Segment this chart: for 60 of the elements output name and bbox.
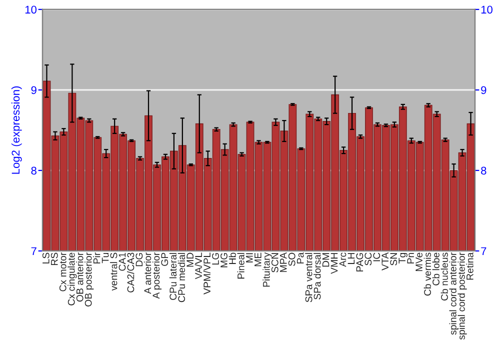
x-tick-label: Pir <box>93 252 100 264</box>
x-tick-label: PAG <box>356 253 364 272</box>
x-tick-label: A anterior <box>144 252 152 294</box>
x-tick-label: Pa <box>296 252 304 264</box>
x-tick-label: MD <box>186 252 194 267</box>
x-tick-label: VA/VL <box>194 252 202 280</box>
x-tick-label: CPu lateral <box>169 252 177 300</box>
y-tick-label: 9 <box>31 86 36 94</box>
x-tick-label: CPu medial <box>178 252 186 302</box>
x-tick-label: LS <box>42 252 50 264</box>
x-tick-label: A posterior <box>152 252 162 299</box>
x-tick-label: RS <box>50 252 58 266</box>
x-tick-label: Cb lobe <box>432 252 440 286</box>
x-tick-label: SO <box>288 252 296 266</box>
x-tick-label: LH <box>348 253 355 264</box>
x-tick-label: GP <box>161 252 168 266</box>
x-tick-label: Pn <box>407 252 414 264</box>
x-tick-label: CA2/CA3 <box>127 252 134 292</box>
x-tick-label: ventral S <box>110 252 118 291</box>
x-tick-label: ME <box>254 252 262 266</box>
x-tick-label: VPM/VPL <box>203 252 210 294</box>
x-tick-label: SN <box>390 253 398 266</box>
x-tick-label: DG <box>136 253 143 266</box>
y2-tick-label: 9 <box>481 86 486 94</box>
x-tick-label: Cb vermis <box>424 252 431 296</box>
x-tick-label: SPa dorsal <box>314 252 321 300</box>
x-tick-label: Cx motor <box>59 252 66 292</box>
x-tick-label: Pineal <box>237 252 244 279</box>
x-tick-label: Arc <box>339 252 346 267</box>
y2-tick-label: 10 <box>481 6 492 14</box>
x-tick-label: MG <box>220 253 228 268</box>
x-tick-label: VMH <box>330 253 338 274</box>
x-tick-label: OB posterior <box>84 252 94 306</box>
y2-tick-label: 7 <box>481 247 486 255</box>
x-tick-label: LG <box>212 253 219 265</box>
y-tick-label: 7 <box>31 247 36 255</box>
x-tick-label: Tg <box>398 252 408 264</box>
x-tick-label: CA1 <box>118 252 126 271</box>
x-tick-label: MVe <box>416 252 422 271</box>
x-tick-label: SCN <box>271 253 278 272</box>
y-axis-title: Log2 (expression) <box>11 86 22 174</box>
y2-tick-label: 8 <box>481 166 486 175</box>
x-tick-label: Retina <box>466 252 474 280</box>
x-tick-label: Tu <box>102 252 109 264</box>
x-tick-label: SPa ventral <box>305 252 312 302</box>
x-tick-label: IC <box>373 252 380 262</box>
x-tick-label: Cb nucleus <box>440 252 448 300</box>
y-tick-label: 10 <box>25 6 37 14</box>
x-tick-label: MI <box>246 253 253 262</box>
x-tick-label: Hb <box>228 252 236 264</box>
x-tick-label: Cx cingulate <box>68 252 77 306</box>
x-tick-label: DM <box>322 253 330 267</box>
x-tick-label: spinal cord posterior <box>458 252 467 340</box>
y-tick-label: 8 <box>31 166 36 175</box>
x-tick-label: spinal cord anterior <box>449 252 458 335</box>
x-tick-label: SC <box>364 252 372 266</box>
x-tick-label: MPA <box>280 252 287 272</box>
x-tick-label: OB anterior <box>76 252 84 302</box>
x-tick-label: VTA <box>382 252 388 270</box>
x-tick-label: Pituitary <box>262 252 272 287</box>
